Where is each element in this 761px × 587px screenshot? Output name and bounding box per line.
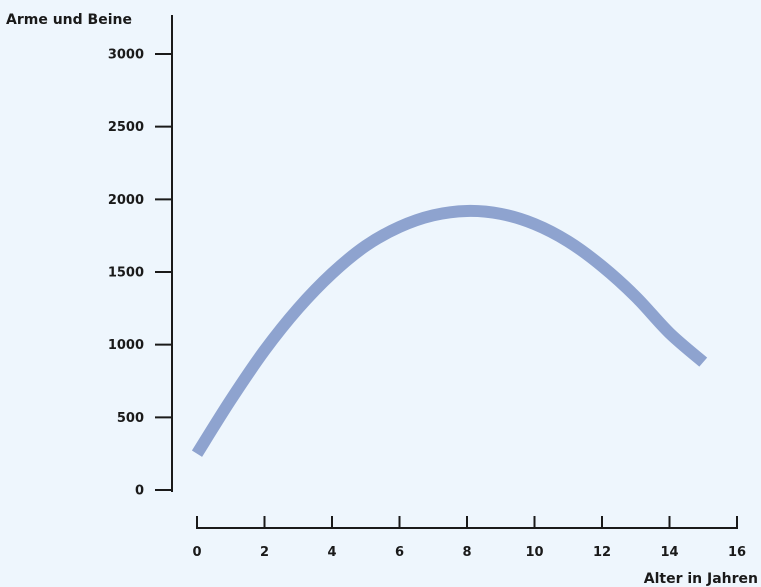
x-tick-label: 8: [462, 545, 471, 560]
x-tick-label: 12: [593, 545, 611, 560]
x-tick-label: 16: [728, 545, 746, 560]
y-axis-title: Arme und Beine: [6, 12, 132, 28]
series-line-0: [191, 204, 708, 457]
y-tick-label: 2500: [108, 120, 144, 135]
series-group: [191, 204, 708, 457]
x-tick-label: 2: [260, 545, 269, 560]
x-tick-label: 4: [327, 545, 336, 560]
y-tick-label: 1000: [108, 338, 144, 353]
y-tick-label: 0: [135, 484, 144, 499]
x-tick-label: 14: [660, 545, 678, 560]
x-tick-label: 10: [525, 545, 543, 560]
y-tick-label: 1500: [108, 266, 144, 281]
y-ticks: 0 500 1000 1500 2000 2500 3000: [108, 48, 172, 499]
y-tick-label: 500: [117, 411, 144, 426]
y-tick-label: 2000: [108, 193, 144, 208]
x-axis-title: Alter in Jahren: [644, 571, 758, 587]
x-tick-label: 6: [395, 545, 404, 560]
y-tick-label: 3000: [108, 48, 144, 63]
x-ticks: 0 2 4 6 8 10 12 14 16: [192, 516, 746, 560]
x-tick-label: 0: [192, 545, 201, 560]
